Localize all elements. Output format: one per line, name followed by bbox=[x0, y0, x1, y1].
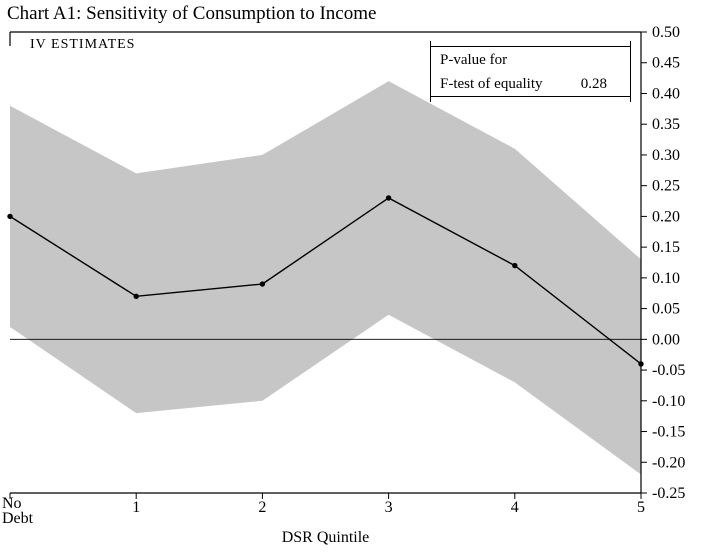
x-tick-label: 3 bbox=[385, 499, 393, 516]
y-tick-label: 0.40 bbox=[652, 85, 680, 102]
legend-line2-row: F-test of equality 0.28 bbox=[430, 71, 631, 95]
y-tick-label: 0.35 bbox=[652, 116, 680, 133]
x-tick-label: 1 bbox=[132, 499, 140, 516]
y-tick-label: 0.45 bbox=[652, 55, 680, 72]
data-point-marker bbox=[385, 195, 392, 201]
y-tick-label: 0.00 bbox=[652, 331, 680, 348]
y-tick-label: 0.25 bbox=[652, 178, 680, 195]
x-tick-label: 5 bbox=[637, 499, 645, 516]
confidence-band bbox=[10, 81, 641, 475]
x-axis-title: DSR Quintile bbox=[281, 529, 370, 546]
x-tick-label: Debt bbox=[2, 510, 34, 527]
y-tick-label: -0.15 bbox=[652, 424, 685, 441]
data-point-marker bbox=[512, 262, 518, 269]
y-tick-label: 0.10 bbox=[652, 270, 680, 287]
chart-title: Chart A1: Sensitivity of Consumption to … bbox=[7, 3, 377, 24]
y-tick-label: 0.15 bbox=[652, 239, 680, 256]
legend-pvalue: 0.28 bbox=[580, 76, 607, 92]
estimate-line bbox=[9, 197, 642, 365]
x-tick-label: No bbox=[2, 495, 22, 512]
x-tick-label: 2 bbox=[258, 499, 266, 516]
y-tick-label: -0.25 bbox=[652, 485, 685, 502]
data-point-marker bbox=[259, 281, 266, 287]
y-tick-label: -0.05 bbox=[652, 362, 685, 379]
data-point-marker bbox=[133, 293, 139, 300]
panel-label: IV ESTIMATES bbox=[30, 37, 136, 52]
x-tick-label: 4 bbox=[511, 499, 519, 516]
data-point-marker bbox=[7, 213, 13, 220]
y-tick-label: 0.50 bbox=[652, 24, 680, 41]
legend-line2: F-test of equality bbox=[440, 76, 543, 92]
y-tick-label: 0.30 bbox=[652, 147, 680, 164]
legend-box: P-value for F-test of equality 0.28 bbox=[430, 41, 631, 102]
y-tick-label: 0.20 bbox=[652, 208, 680, 225]
y-tick-label: -0.10 bbox=[652, 393, 685, 410]
y-tick-label: 0.05 bbox=[652, 301, 680, 318]
legend-line1: P-value for bbox=[440, 52, 508, 68]
legend-border-right bbox=[630, 41, 631, 102]
legend-border-left bbox=[430, 41, 431, 102]
y-tick-label: -0.20 bbox=[652, 454, 685, 471]
